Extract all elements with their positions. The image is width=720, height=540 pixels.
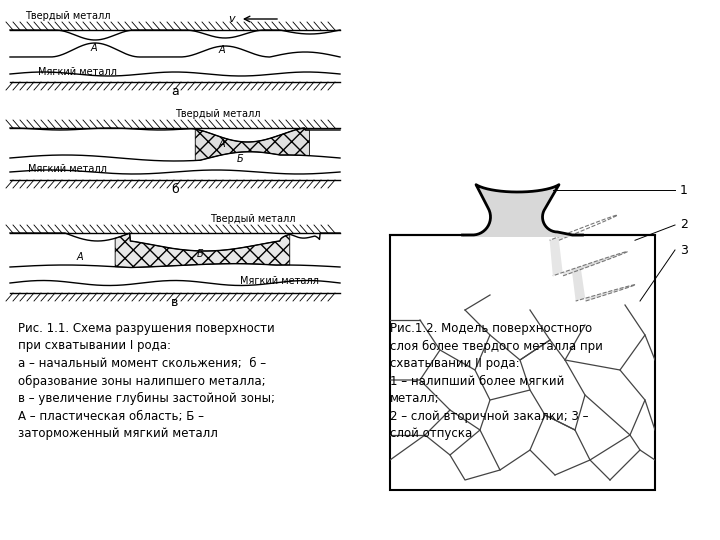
Text: Мягкий металл: Мягкий металл (240, 276, 319, 286)
Bar (390, 235, 655, 490)
Text: Рис. 1.1. Схема разрушения поверхности
при схватывании I рода:
а – начальный мом: Рис. 1.1. Схема разрушения поверхности п… (18, 322, 275, 440)
Text: А: А (77, 252, 84, 262)
Text: Мягкий металл: Мягкий металл (38, 67, 117, 77)
Text: А: А (91, 43, 97, 53)
Text: Твердый металл: Твердый металл (25, 11, 110, 21)
Text: 2: 2 (680, 219, 688, 232)
Text: 1: 1 (680, 184, 688, 197)
Text: v: v (228, 14, 235, 24)
Text: б: б (171, 183, 179, 196)
Text: А: А (219, 139, 225, 149)
Polygon shape (549, 215, 628, 276)
Polygon shape (572, 252, 636, 301)
Text: Б: Б (237, 154, 243, 164)
Text: в: в (171, 296, 179, 309)
Text: Твердый металл: Твердый металл (210, 214, 295, 224)
Text: Твердый металл: Твердый металл (175, 109, 261, 119)
Polygon shape (115, 233, 289, 267)
Text: Б: Б (197, 249, 203, 259)
Polygon shape (462, 185, 582, 237)
Text: а: а (171, 85, 179, 98)
Polygon shape (195, 128, 310, 160)
Text: Рис.1.2. Модель поверхностного
слоя более твердого металла при
схватывании II ро: Рис.1.2. Модель поверхностного слоя боле… (390, 322, 603, 440)
Text: 3: 3 (680, 244, 688, 256)
Text: А: А (219, 45, 225, 55)
Text: Мягкий металл: Мягкий металл (28, 164, 107, 174)
